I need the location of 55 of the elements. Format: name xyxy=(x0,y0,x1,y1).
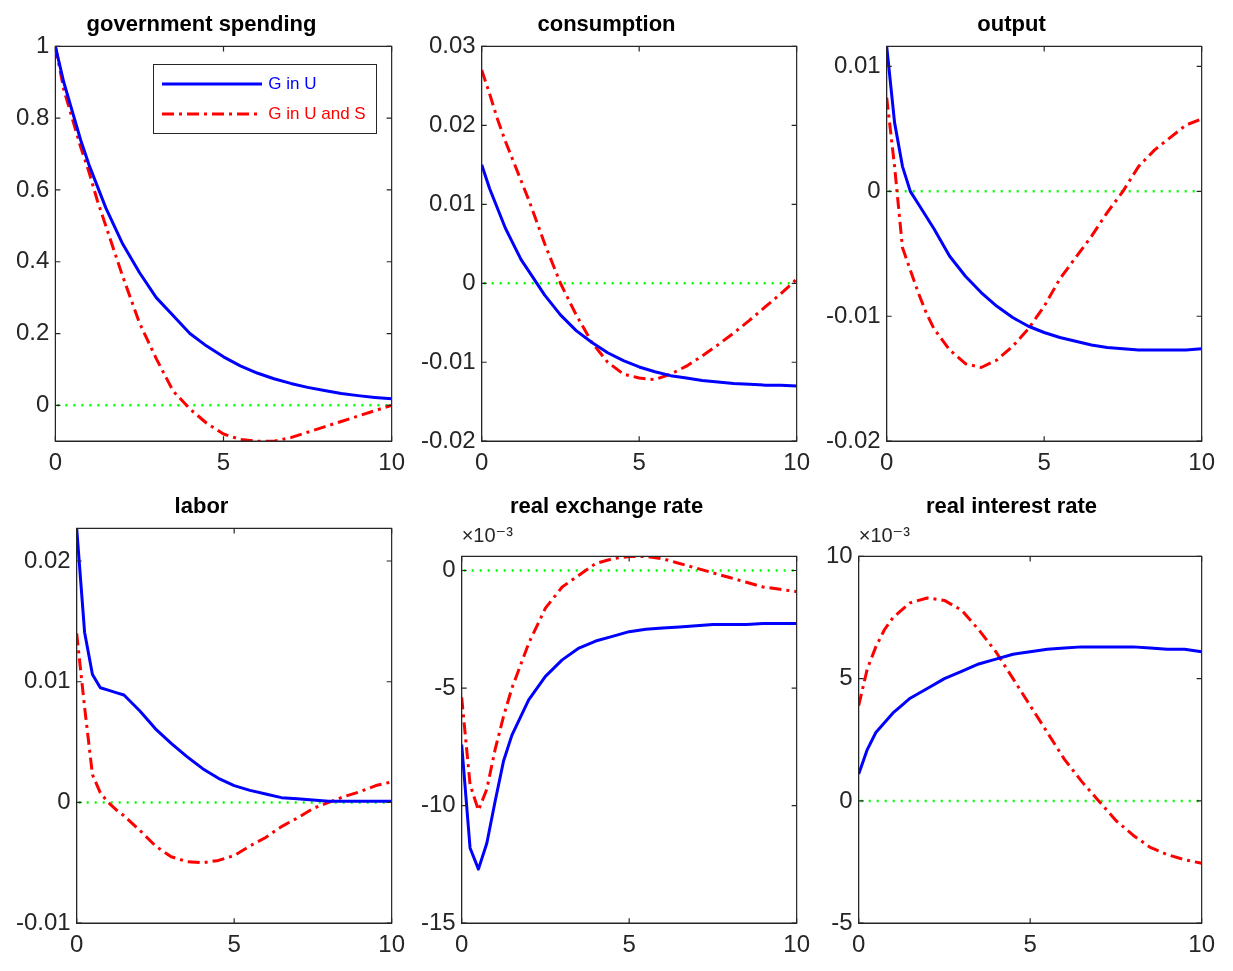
x-tick-label: 10 xyxy=(378,930,405,958)
chart-title: government spending xyxy=(86,11,317,37)
chart-title: real exchange rate xyxy=(509,493,704,519)
y-tick-label: -5 xyxy=(434,672,456,700)
text: G in U and S xyxy=(268,104,366,125)
y-tick-label: 0 xyxy=(442,555,456,583)
y-tick-label: -0.01 xyxy=(16,907,71,935)
y-tick-label: 0.4 xyxy=(15,246,50,274)
x-tick-label: 5 xyxy=(632,448,646,476)
y-tick-label: 1 xyxy=(36,31,50,59)
y-tick-label: 0.02 xyxy=(428,109,476,137)
y-tick-label: -15 xyxy=(421,907,456,935)
y-tick-label: 0.8 xyxy=(15,102,50,130)
y-tick-label: 0.01 xyxy=(428,188,476,216)
chart-title: consumption xyxy=(537,11,676,37)
line-series xyxy=(76,631,392,865)
y-tick-label: 0.02 xyxy=(23,545,71,573)
y-tick-label: -0.01 xyxy=(421,346,476,374)
line-series xyxy=(858,596,1202,865)
x-tick-label: 10 xyxy=(783,930,810,958)
line-series xyxy=(886,96,1202,369)
text: ×10⁻³ xyxy=(461,523,514,546)
text: ×10⁻³ xyxy=(858,523,911,546)
x-tick-label: 5 xyxy=(622,930,636,958)
x-tick-label: 10 xyxy=(783,448,810,476)
chart-title: output xyxy=(977,11,1047,37)
y-tick-label: 0 xyxy=(867,175,881,203)
y-tick-label: -0.02 xyxy=(826,425,881,453)
y-tick-label: 0.01 xyxy=(833,51,881,79)
chart-title: labor xyxy=(174,493,229,519)
y-tick-label: -0.01 xyxy=(826,300,881,328)
x-tick-label: 10 xyxy=(1188,930,1215,958)
y-tick-label: -0.02 xyxy=(421,425,476,453)
text: G in U xyxy=(268,74,317,95)
y-tick-label: 0 xyxy=(57,787,71,815)
y-tick-label: 0 xyxy=(36,389,50,417)
y-tick-label: 0.01 xyxy=(23,666,71,694)
x-tick-label: 5 xyxy=(1037,448,1051,476)
x-tick-label: 10 xyxy=(1188,448,1215,476)
y-tick-label: 0.03 xyxy=(428,31,476,59)
y-tick-label: 10 xyxy=(825,541,853,569)
x-tick-label: 5 xyxy=(227,930,241,958)
y-tick-label: -5 xyxy=(831,907,853,935)
x-tick-label: 5 xyxy=(216,448,231,476)
x-tick-label: 10 xyxy=(378,448,405,476)
line-series xyxy=(461,556,797,812)
y-tick-label: 0.6 xyxy=(15,174,50,202)
y-tick-label: -10 xyxy=(421,790,456,818)
chart-title: real interest rate xyxy=(925,493,1098,519)
x-tick-label: 5 xyxy=(1023,930,1037,958)
line-series xyxy=(481,68,797,382)
y-tick-label: 0 xyxy=(839,785,853,813)
y-tick-label: 0 xyxy=(462,267,476,295)
y-tick-label: 5 xyxy=(839,663,853,691)
y-tick-label: 0.2 xyxy=(15,318,50,346)
